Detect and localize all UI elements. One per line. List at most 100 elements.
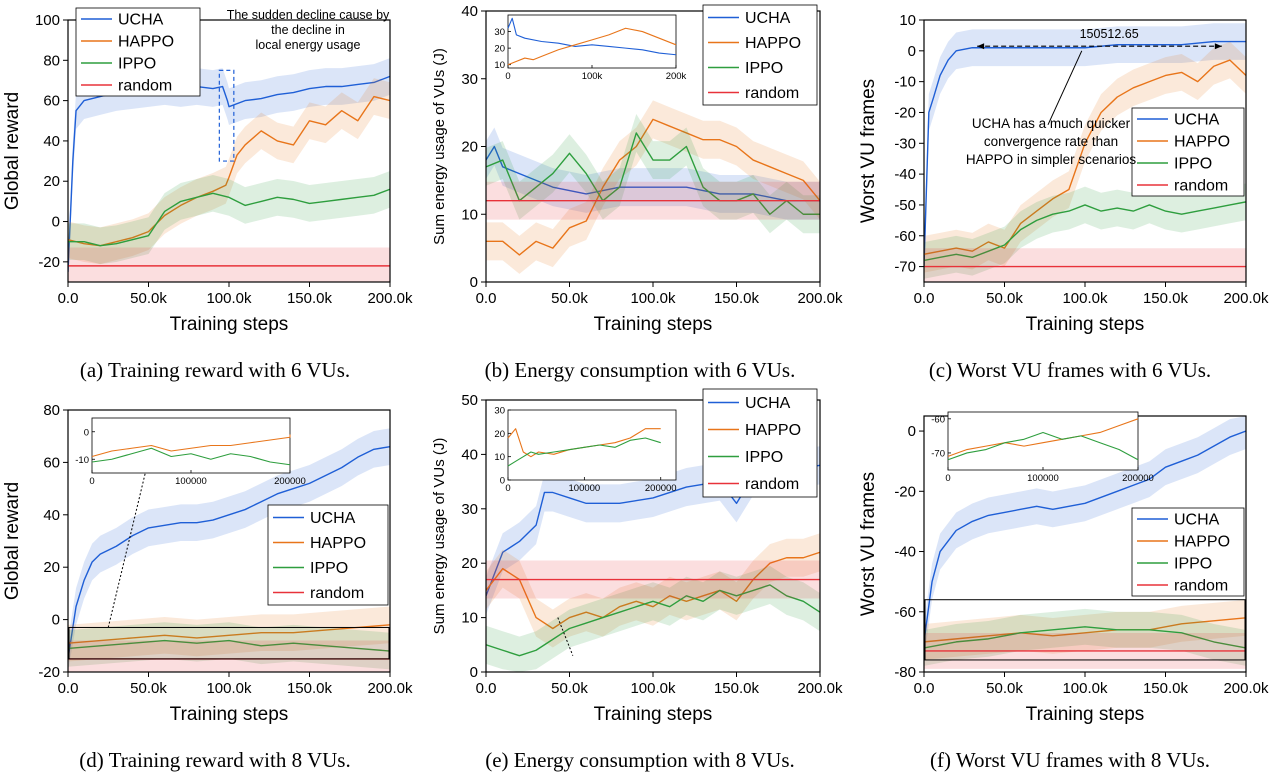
chart-b-inset-xtick-label: 100k: [582, 71, 603, 82]
chart-f-inset-frame: [947, 411, 1139, 471]
chart-d-legend: UCHA HAPPO IPPO random: [267, 504, 389, 606]
chart-f-xtick-label: 200.0k: [1223, 680, 1269, 697]
chart-a-legend-label-ippo: IPPO: [118, 56, 156, 73]
chart-c-xtick-label: 0.0: [914, 290, 935, 307]
chart-f-line-happo: [924, 617, 1246, 643]
chart-f-xtick-label: 150.0k: [1143, 680, 1189, 697]
chart-a-xtick-label: 200.0k: [367, 290, 413, 307]
chart-d-ytick-label: 80: [43, 402, 60, 419]
chart-c-legend-label-happo: HAPPO: [1174, 134, 1230, 151]
chart-b-ylabel: Sum energy usage of VUs (J): [431, 48, 448, 245]
chart-d-ytick-label: 0: [52, 612, 60, 629]
chart-e-inset-xtick-label: 0: [505, 483, 510, 494]
chart-c-xtick-label: 50.0k: [986, 290, 1023, 307]
chart-c-line-happo: [924, 59, 1246, 255]
chart-f-xlabel: Training steps: [1026, 704, 1145, 725]
chart-d-inset-ytick-label: 0: [84, 427, 89, 438]
chart-a-highlight-box: [218, 69, 235, 162]
caption-b: (b) Energy consumption with 6 VUs.: [484, 358, 796, 382]
caption-c: (c) Worst VU frames with 6 VUs.: [928, 358, 1212, 382]
chart-d-band-ucha: [68, 428, 390, 672]
chart-f-legend-label-random: random: [1174, 578, 1228, 595]
chart-d-band-happo: [68, 606, 390, 662]
chart-c-ytick-label: -60: [894, 228, 916, 245]
chart-a-annotation-text: The sudden decline cause by: [227, 8, 390, 22]
chart-f-xtick-label: 50.0k: [986, 680, 1023, 697]
chart-a-line-ucha: [68, 75, 390, 272]
chart-e-ytick-label: 40: [461, 446, 478, 463]
chart-e-zoom-link: [557, 617, 574, 656]
chart-e-inset-ytick-label: 0: [500, 476, 505, 487]
chart-c-legend-label-ippo: IPPO: [1174, 156, 1212, 173]
chart-e-ytick-label: 20: [461, 555, 478, 572]
chart-e-ylabel: Sum energy usage of VUs (J): [431, 438, 448, 635]
chart-b-inset-ytick-label: 20: [494, 44, 505, 55]
chart-e-legend-label-ippo: IPPO: [745, 449, 783, 466]
chart-e-inset-ytick-label: 20: [494, 429, 505, 440]
chart-b-ytick-label: 40: [461, 3, 478, 20]
chart-b-band-ucha: [486, 127, 820, 220]
chart-b-band-ippo: [486, 113, 820, 234]
chart-b-inset-line-happo: [507, 27, 677, 66]
chart-a-ytick-label: 20: [43, 173, 60, 190]
caption-a: (a) Training reward with 6 VUs.: [79, 358, 351, 382]
chart-c-ytick-label: 10: [899, 12, 916, 29]
chart-e-inset-xtick-label: 100000: [569, 483, 601, 494]
chart-f-inset-xtick-label: 100000: [1027, 473, 1059, 484]
chart-b-inset-ytick-label: 30: [494, 27, 505, 38]
chart-b-inset-xtick-label: 200k: [666, 71, 687, 82]
chart-a-xtick-label: 50.0k: [130, 290, 167, 307]
chart-b-legend-label-random: random: [745, 85, 799, 102]
chart-f-legend-label-happo: HAPPO: [1174, 534, 1230, 551]
chart-d-xtick-label: 150.0k: [287, 680, 333, 697]
chart-d-xtick-label: 200.0k: [367, 680, 413, 697]
chart-a-xtick-label: 100.0k: [206, 290, 252, 307]
caption-d: (d) Training reward with 8 VUs.: [79, 748, 351, 772]
chart-d-band-ippo: [68, 622, 390, 670]
chart-f-legend: UCHA HAPPO IPPO random: [1131, 507, 1245, 597]
chart-e-legend-label-happo: HAPPO: [745, 422, 801, 439]
chart-d-line-ucha: [68, 445, 390, 660]
chart-b-xtick-label: 0.0: [476, 290, 497, 307]
chart-a-legend-frame: [75, 7, 201, 97]
chart-a-band-ippo: [68, 170, 390, 265]
chart-c-ytick-label: -40: [894, 166, 916, 183]
chart-a-ylabel: Global reward: [2, 92, 23, 210]
chart-a-line-happo: [68, 95, 390, 247]
chart-f-xtick-label: 100.0k: [1062, 680, 1108, 697]
caption-e: (e) Energy consumption with 8 VUs.: [485, 748, 795, 772]
chart-c-arrowhead-right: [1214, 43, 1222, 50]
chart-b-inset-line-ucha: [507, 17, 677, 56]
chart-a-xtick-label: 150.0k: [287, 290, 333, 307]
chart-e-ytick-label: 0: [470, 664, 478, 681]
chart-d: 0.0 50.0k 100.0k 150.0k 200.0k -20 0 20 40 60 80 Tr…: [2, 402, 413, 725]
chart-a-ytick-label: 0: [52, 214, 60, 231]
chart-d-line-happo: [68, 624, 390, 644]
chart-f-xtick-label: 0.0: [914, 680, 935, 697]
chart-e-xtick-label: 50.0k: [551, 680, 588, 697]
chart-d-inset-xtick-label: 0: [89, 476, 94, 487]
chart-d-legend-label-happo: HAPPO: [310, 535, 366, 552]
chart-c-annotation-text: convergence rate than: [984, 134, 1118, 149]
chart-e-line-ippo: [486, 584, 820, 657]
chart-c-band-happo: [924, 41, 1246, 273]
chart-a-ytick-label: -20: [38, 254, 60, 271]
chart-e-band-ippo: [486, 565, 820, 672]
chart-a-legend: UCHA HAPPO IPPO random: [75, 7, 201, 97]
chart-c-band-random: [924, 248, 1246, 282]
chart-b-xtick-label: 50.0k: [551, 290, 588, 307]
chart-d-inset-line-happo: [91, 434, 291, 458]
chart-e-ytick-label: 10: [461, 610, 478, 627]
chart-b-line-ippo: [486, 132, 820, 215]
chart-d-legend-frame: [267, 504, 389, 606]
chart-d-xtick-label: 50.0k: [130, 680, 167, 697]
chart-a-xlabel: Training steps: [170, 314, 289, 335]
chart-f-inset-line-happo: [947, 418, 1139, 457]
chart-e-inset-ytick-label: 10: [494, 452, 505, 463]
chart-c-xtick-label: 200.0k: [1223, 290, 1269, 307]
chart-b-ytick-label: 0: [470, 274, 478, 291]
chart-a-annotation-text: the decline in: [271, 23, 345, 37]
chart-a-ytick-label: 80: [43, 52, 60, 69]
chart-e-band-happo: [486, 533, 820, 648]
chart-e-ytick-label: 30: [461, 501, 478, 518]
